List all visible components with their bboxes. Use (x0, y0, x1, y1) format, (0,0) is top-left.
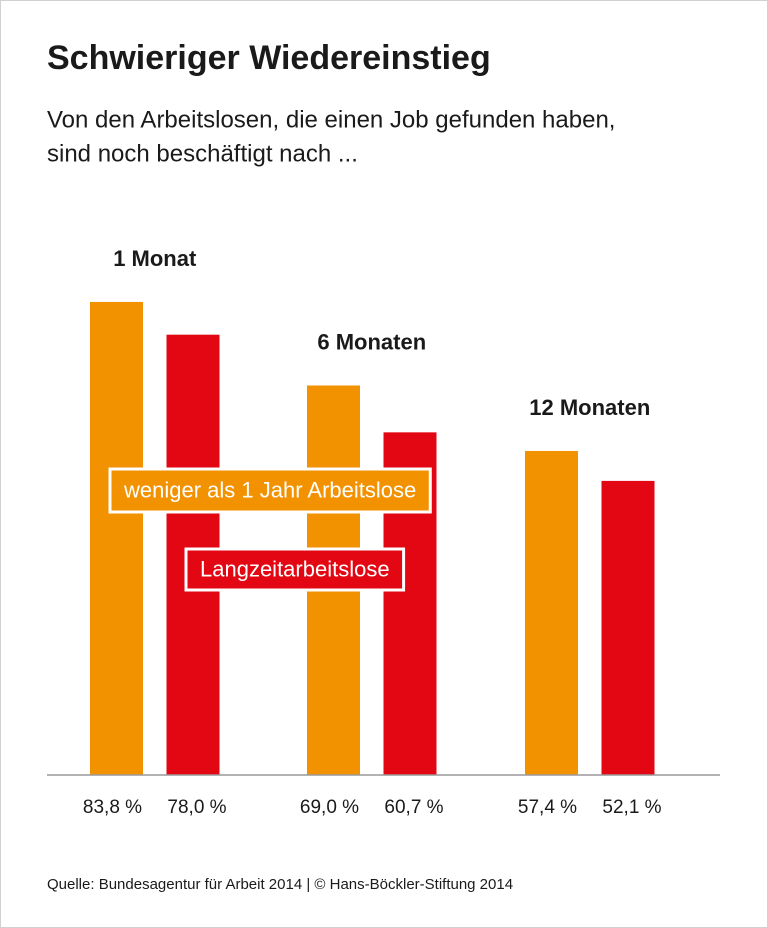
value-label: 52,1 % (602, 797, 661, 818)
value-label: 83,8 % (83, 797, 142, 818)
value-label: 57,4 % (518, 797, 577, 818)
value-label: 78,0 % (167, 797, 226, 818)
legend-label: Langzeitarbeitslose (200, 556, 390, 581)
category-label: 6 Monaten (317, 329, 426, 354)
value-label: 69,0 % (300, 797, 359, 818)
chart-subtitle: sind noch beschäftigt nach ... (47, 140, 358, 167)
legend-label: weniger als 1 Jahr Arbeitslose (123, 477, 416, 502)
bar (90, 301, 143, 775)
legend-box (108, 467, 432, 514)
source: Quelle: Bundesagentur für Arbeit 2014 | … (47, 876, 513, 893)
legend-box (184, 547, 406, 592)
chart-title: Schwieriger Wiedereinstieg (47, 39, 491, 77)
bar (601, 480, 655, 775)
chart-subtitle: Von den Arbeitslosen, die einen Job gefu… (47, 106, 615, 133)
category-label: 1 Monat (113, 246, 197, 271)
category-label: 12 Monaten (529, 395, 650, 420)
value-label: 60,7 % (384, 797, 443, 818)
bar (525, 450, 578, 775)
